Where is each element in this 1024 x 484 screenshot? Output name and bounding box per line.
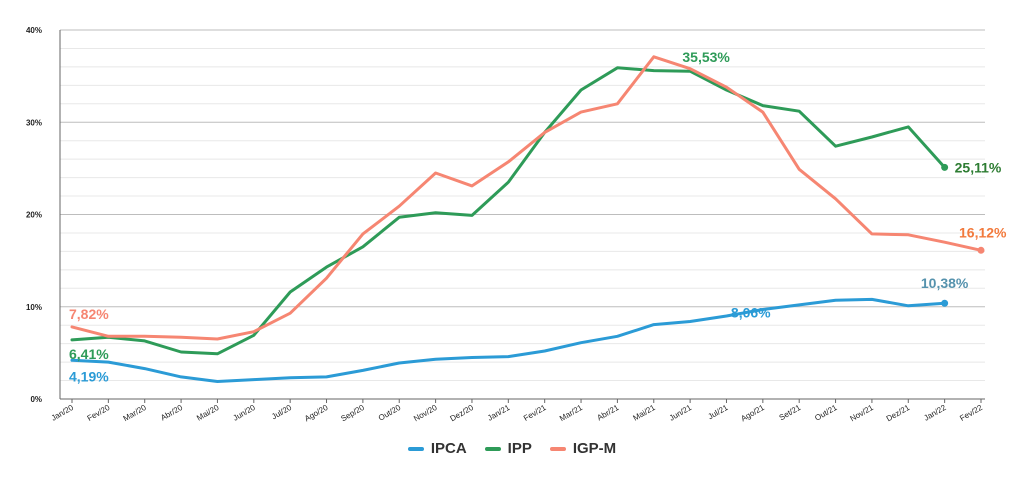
data-label-ipp: 35,53% (682, 49, 730, 65)
x-tick-label: Abr/21 (595, 403, 620, 423)
line-chart: 0% 10% 20% 30% 40% Jan/20 Fev/20 Mar/20 Abr/20 M… (26, 26, 1007, 424)
end-markers (941, 163, 985, 307)
x-tick-label: Mar/21 (558, 403, 585, 424)
legend-swatch (549, 446, 566, 451)
x-tick-label: Fev/20 (86, 403, 112, 423)
data-label-ipp: 6,41% (69, 346, 109, 362)
legend-label: IGP-M (572, 440, 617, 457)
legend-item-igp-m: IGP-M (549, 440, 617, 457)
series-line-igp-m (70, 55, 983, 341)
x-tick-label: Nov/21 (848, 403, 875, 424)
series-line-ipca (70, 297, 947, 383)
data-labels: 7,82% 6,41% 4,19% 8,06% 35,53% 25,11% 16,12% 10… (69, 49, 1007, 384)
legend: IPCA IPP IGP-M (0, 440, 1024, 457)
x-tick-label: Ago/20 (303, 403, 330, 424)
x-tick-label: Mai/21 (631, 403, 657, 423)
x-tick-label: Fev/21 (522, 403, 548, 423)
legend-label: IPP (507, 440, 532, 457)
legend-item-ipp: IPP (484, 440, 532, 457)
data-label-ipca: 10,38% (921, 275, 969, 291)
y-axis-ticks: 0% 10% 20% 30% 40% (26, 26, 42, 404)
x-axis-ticks: Jan/20 Fev/20 Mar/20 Abr/20 Mai/20 Jun/20 Jul/… (50, 399, 984, 424)
end-marker-igp-m (977, 246, 985, 254)
legend-label: IPCA (430, 440, 467, 457)
x-tick-label: Jan/21 (486, 403, 512, 423)
end-marker-ipca (941, 299, 949, 307)
y-tick-label: 0% (30, 395, 42, 404)
y-tick-label: 20% (26, 211, 42, 220)
series-lines (70, 55, 983, 383)
legend-item-ipca: IPCA (407, 440, 467, 457)
x-tick-label: Jan/20 (50, 403, 76, 423)
x-tick-label: Jun/21 (668, 403, 694, 423)
legend-swatch (484, 446, 501, 451)
x-tick-label: Jun/20 (231, 403, 257, 423)
y-tick-label: 30% (26, 118, 42, 127)
x-tick-label: Dez/21 (885, 403, 912, 424)
legend-swatch (407, 446, 424, 451)
y-tick-label: 40% (26, 26, 42, 35)
x-tick-label: Jul/20 (270, 403, 293, 422)
x-tick-label: Abr/20 (159, 403, 184, 423)
x-tick-label: Dez/20 (448, 403, 475, 424)
data-label-ipp: 25,11% (955, 159, 1002, 175)
x-tick-label: Out/21 (813, 403, 839, 423)
x-tick-label: Jul/21 (706, 403, 729, 422)
x-tick-label: Fev/22 (958, 403, 984, 423)
data-label-igp-m: 16,12% (959, 224, 1007, 240)
end-marker-ipp (941, 163, 949, 171)
series-line-ipp (70, 66, 947, 356)
grid (59, 29, 985, 400)
x-tick-label: Set/21 (778, 403, 803, 423)
x-tick-label: Mar/20 (122, 403, 149, 424)
y-tick-label: 10% (26, 303, 42, 312)
x-tick-label: Sep/20 (339, 403, 366, 424)
data-label-igp-m: 7,82% (69, 306, 109, 322)
x-tick-label: Ago/21 (739, 403, 766, 424)
x-tick-label: Nov/20 (412, 403, 439, 424)
x-tick-label: Jan/22 (922, 403, 948, 423)
x-tick-label: Mai/20 (195, 403, 221, 423)
data-label-ipca: 8,06% (731, 305, 771, 321)
data-label-ipca: 4,19% (69, 368, 109, 384)
x-tick-label: Out/20 (377, 403, 403, 423)
